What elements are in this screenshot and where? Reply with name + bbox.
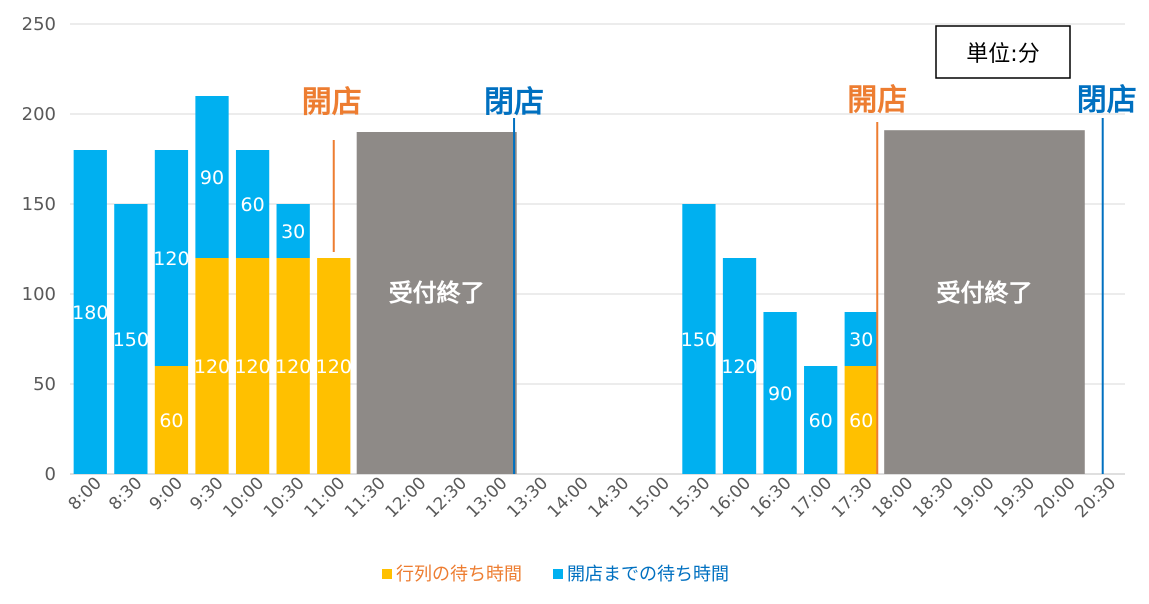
data-label: 90 — [200, 167, 224, 189]
x-tick-label: 16:00 — [706, 473, 755, 522]
x-tick-label: 20:30 — [1071, 473, 1120, 522]
legend-swatch — [553, 569, 563, 579]
x-tick-label: 15:00 — [625, 473, 674, 522]
data-label: 180 — [72, 302, 108, 324]
data-label: 150 — [113, 329, 149, 351]
x-tick-label: 12:00 — [382, 473, 431, 522]
marker-label: 開店 — [847, 83, 907, 118]
closed-period-label: 受付終了 — [389, 279, 485, 307]
data-label: 30 — [281, 221, 305, 243]
y-tick-label: 200 — [22, 104, 56, 125]
marker-label: 閉店 — [484, 85, 544, 120]
bar-queue — [235, 258, 270, 474]
x-tick-label: 10:30 — [260, 473, 309, 522]
closed-period-box — [884, 130, 1085, 474]
x-tick-label: 17:30 — [828, 473, 877, 522]
data-label: 90 — [768, 383, 792, 405]
x-tick-label: 18:00 — [869, 473, 918, 522]
bar-queue — [317, 258, 351, 474]
y-tick-label: 50 — [33, 374, 56, 395]
bar-preopen — [154, 150, 189, 366]
closed-period-box — [356, 132, 517, 474]
x-tick-label: 8:30 — [105, 473, 146, 514]
x-tick-label: 13:00 — [463, 473, 512, 522]
bar-preopen — [763, 312, 797, 474]
bar-preopen — [235, 150, 270, 258]
data-label: 120 — [194, 356, 230, 378]
y-tick-label: 100 — [22, 284, 56, 305]
y-tick-label: 250 — [22, 14, 56, 35]
x-tick-label: 19:00 — [950, 473, 999, 522]
x-tick-label: 19:30 — [990, 473, 1039, 522]
data-label: 120 — [316, 356, 352, 378]
bar-queue — [844, 366, 878, 474]
bar-preopen — [73, 150, 107, 474]
data-label: 150 — [681, 329, 717, 351]
bar-preopen — [722, 258, 757, 474]
x-tick-label: 18:30 — [909, 473, 958, 522]
x-tick-label: 10:00 — [219, 473, 268, 522]
x-tick-label: 13:30 — [503, 473, 552, 522]
data-label: 30 — [849, 329, 873, 351]
x-tick-label: 8:00 — [65, 473, 106, 514]
x-tick-label: 11:30 — [341, 473, 390, 522]
data-label: 120 — [721, 356, 757, 378]
bar-queue — [154, 366, 189, 474]
x-tick-label: 17:00 — [787, 473, 836, 522]
data-label: 60 — [241, 194, 265, 216]
closed-period-label: 受付終了 — [936, 279, 1032, 307]
y-tick-label: 0 — [45, 464, 56, 485]
data-label: 120 — [275, 356, 311, 378]
bar-preopen — [804, 366, 838, 474]
y-tick-label: 150 — [22, 194, 56, 215]
marker-label: 閉店 — [1077, 83, 1137, 118]
bar-preopen — [195, 96, 229, 258]
x-tick-label: 11:00 — [300, 473, 349, 522]
x-tick-label: 15:30 — [666, 473, 715, 522]
bar-preopen — [682, 204, 716, 474]
x-tick-label: 12:30 — [422, 473, 471, 522]
bar-preopen — [276, 204, 310, 258]
unit-label: 単位:分 — [966, 42, 1039, 67]
x-tick-label: 9:00 — [146, 473, 187, 514]
legend-swatch — [382, 569, 392, 579]
bar-preopen — [114, 204, 148, 474]
data-label: 60 — [159, 410, 183, 432]
x-tick-label: 14:30 — [585, 473, 634, 522]
x-tick-label: 16:30 — [747, 473, 796, 522]
data-label: 120 — [234, 356, 270, 378]
bar-queue — [276, 258, 310, 474]
data-label: 60 — [809, 410, 833, 432]
data-label: 120 — [153, 248, 189, 270]
x-tick-label: 20:00 — [1031, 473, 1080, 522]
bar-preopen — [844, 312, 878, 366]
marker-label: 開店 — [302, 85, 362, 120]
unit-box — [935, 25, 1071, 79]
data-label: 60 — [849, 410, 873, 432]
bar-queue — [195, 258, 229, 474]
x-tick-label: 14:00 — [544, 473, 593, 522]
legend-entry: 行列の待ち時間 — [396, 564, 522, 585]
legend-entry: 開店までの待ち時間 — [567, 564, 729, 585]
